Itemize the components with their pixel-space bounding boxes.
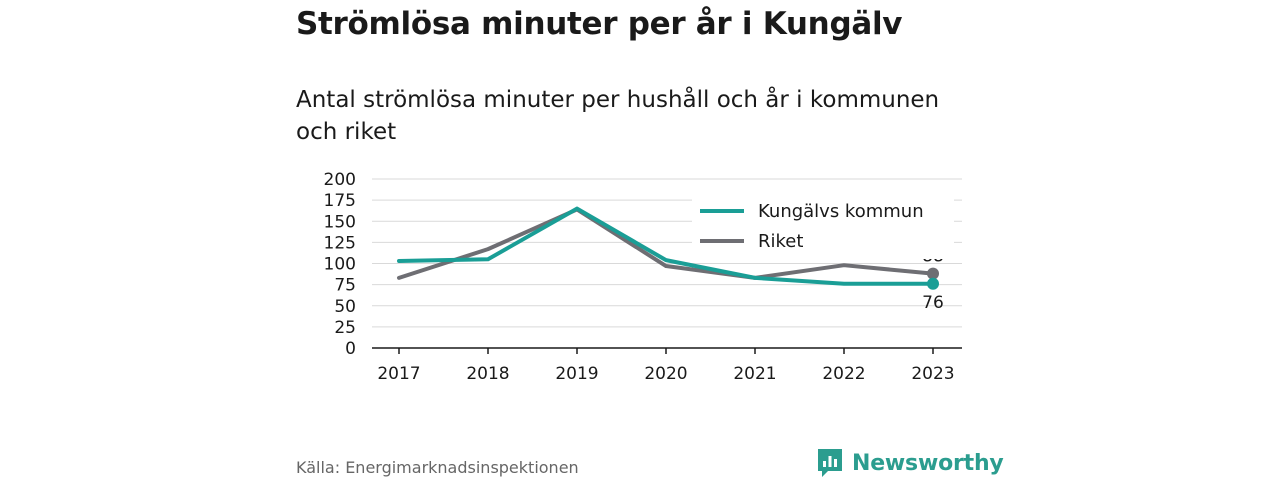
x-tick-label: 2020 <box>644 364 687 384</box>
legend: Kungälvs kommun Riket <box>692 193 954 259</box>
y-tick-label: 100 <box>324 255 356 275</box>
chart-subtitle: Antal strömlösa minuter per hushåll och … <box>296 87 940 145</box>
y-tick-label: 50 <box>334 297 356 317</box>
end-label-kungalv: 76 <box>922 293 944 313</box>
x-tick-label: 2021 <box>733 364 776 384</box>
y-tick-label: 25 <box>334 318 356 338</box>
x-axis: 2017 2018 2019 2020 2021 2022 2023 <box>372 347 962 384</box>
series-line-riket <box>397 207 935 280</box>
source-note: Källa: Energimarknadsinspektionen <box>296 458 579 477</box>
y-tick-label: 125 <box>324 233 356 253</box>
x-tick-label: 2018 <box>466 364 509 384</box>
legend-label: Riket <box>758 231 803 252</box>
x-tick-label: 2023 <box>911 364 954 384</box>
brand-logo: Newsworthy <box>816 447 1004 479</box>
y-tick-label: 200 <box>324 170 356 190</box>
x-tick-label: 2022 <box>822 364 865 384</box>
bar-chart-speech-bubble-icon <box>818 449 842 477</box>
brand-name: Newsworthy <box>852 450 1004 476</box>
y-tick-label: 175 <box>324 191 356 211</box>
series-lines: 7688 <box>397 206 944 313</box>
series-line-kungalv <box>397 206 935 286</box>
y-tick-label: 0 <box>345 339 356 359</box>
y-tick-label: 75 <box>334 276 356 296</box>
legend-label: Kungälvs kommun <box>758 201 924 222</box>
y-tick-label: 150 <box>324 212 356 232</box>
x-tick-label: 2019 <box>555 364 598 384</box>
legend-box <box>692 193 954 259</box>
end-point-kungalv <box>927 277 939 290</box>
end-point-riket <box>927 267 939 280</box>
chart-title: Strömlösa minuter per år i Kungälv <box>296 6 903 42</box>
x-tick-label: 2017 <box>377 364 420 384</box>
